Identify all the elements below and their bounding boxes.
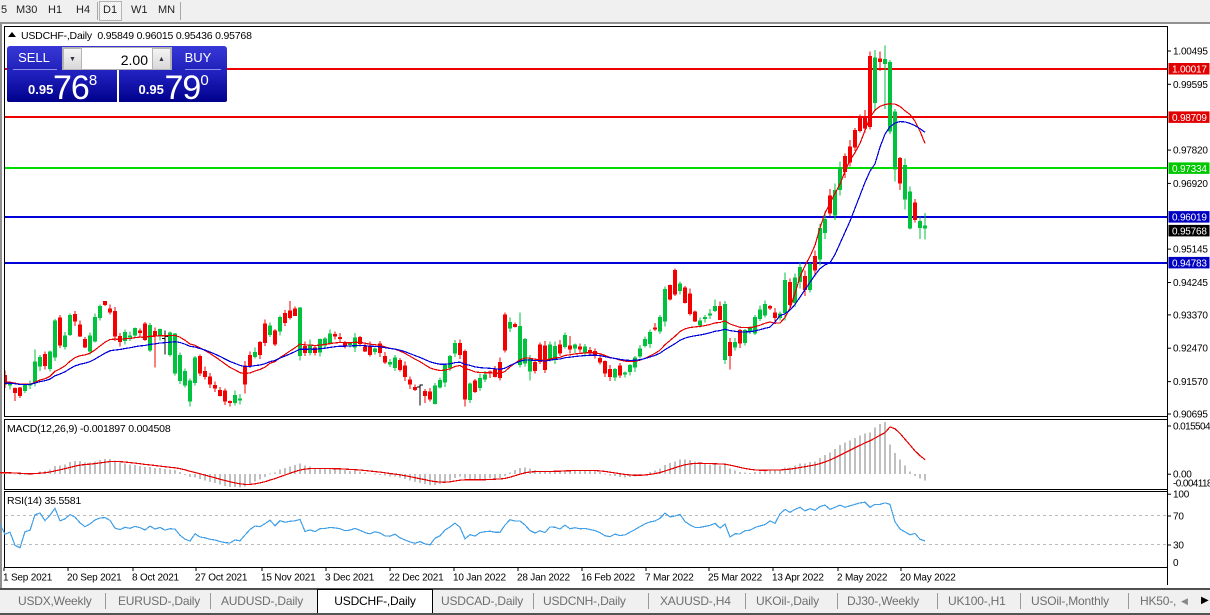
svg-text:0.90695: 0.90695 [1173,410,1208,421]
svg-text:1.00017: 1.00017 [1172,65,1207,76]
svg-text:0.96920: 0.96920 [1173,179,1208,190]
svg-text:3 Dec 2021: 3 Dec 2021 [325,573,375,584]
svg-text:0.015504: 0.015504 [1173,422,1210,433]
svg-text:22 Dec 2021: 22 Dec 2021 [389,573,444,584]
svg-text:0.94783: 0.94783 [1172,258,1207,269]
svg-text:28 Jan 2022: 28 Jan 2022 [517,573,570,584]
svg-text:100: 100 [1173,490,1190,501]
svg-text:RSI(14) 35.5581: RSI(14) 35.5581 [7,495,81,507]
svg-text:0.91570: 0.91570 [1173,377,1208,388]
svg-text:7 Mar 2022: 7 Mar 2022 [645,573,694,584]
svg-text:20 Sep 2021: 20 Sep 2021 [67,573,122,584]
svg-text:0.95145: 0.95145 [1173,245,1208,256]
svg-text:1 Sep 2021: 1 Sep 2021 [3,573,53,584]
svg-text:0.98709: 0.98709 [1172,113,1207,124]
svg-text:13 Apr 2022: 13 Apr 2022 [772,573,824,584]
svg-text:0.94245: 0.94245 [1173,278,1208,289]
svg-text:0.97820: 0.97820 [1173,146,1208,157]
svg-text:2 May 2022: 2 May 2022 [837,573,888,584]
svg-text:20 May 2022: 20 May 2022 [900,573,956,584]
svg-text:0.92470: 0.92470 [1173,344,1208,355]
svg-text:0.99595: 0.99595 [1173,80,1208,91]
svg-text:0.96019: 0.96019 [1172,213,1207,224]
svg-text:0.93370: 0.93370 [1173,310,1208,321]
svg-text:70: 70 [1173,512,1184,523]
svg-text:0.95768: 0.95768 [1172,226,1207,237]
svg-text:1.00495: 1.00495 [1173,47,1208,58]
svg-text:27 Oct 2021: 27 Oct 2021 [195,573,248,584]
svg-text:16 Feb 2022: 16 Feb 2022 [581,573,636,584]
svg-text:30: 30 [1173,541,1184,552]
svg-text:MACD(12,26,9) -0.001897 0.0045: MACD(12,26,9) -0.001897 0.004508 [7,423,171,435]
svg-text:10 Jan 2022: 10 Jan 2022 [453,573,506,584]
svg-text:25 Mar 2022: 25 Mar 2022 [708,573,763,584]
svg-text:USDCHF-,Daily 0.95849 0.96015: USDCHF-,Daily 0.95849 0.96015 0.95436 0.… [21,30,252,42]
svg-text:0.97334: 0.97334 [1172,164,1207,175]
svg-text:8 Oct 2021: 8 Oct 2021 [132,573,180,584]
svg-text:-0.004118: -0.004118 [1173,479,1210,490]
svg-text:0.00: 0.00 [1173,470,1192,481]
svg-text:0: 0 [1173,558,1179,569]
svg-text:15 Nov 2021: 15 Nov 2021 [261,573,316,584]
